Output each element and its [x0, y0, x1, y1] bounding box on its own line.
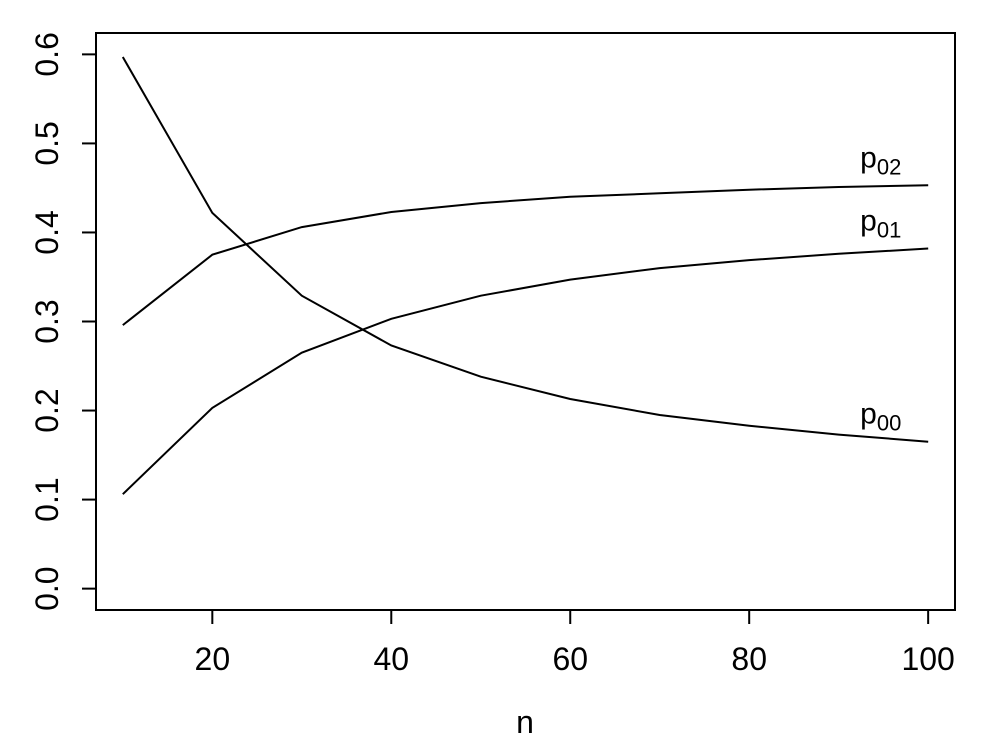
series-label-subscript: 02	[877, 154, 901, 179]
series-line-p02	[122, 184, 929, 326]
series-label-subscript: 01	[877, 217, 901, 242]
x-tick-label: 80	[731, 641, 767, 677]
series-label-main: p	[860, 141, 877, 174]
series-label-p02: p02	[860, 141, 901, 179]
x-axis: 20 40 60 80 100	[195, 610, 955, 677]
series-label-p01: p01	[860, 204, 901, 242]
x-axis-label: n	[516, 704, 534, 739]
series-label-main: p	[860, 204, 877, 237]
y-tick-label: 0.3	[29, 299, 65, 343]
y-tick-label: 0.5	[29, 121, 65, 165]
series-line-p00	[121, 56, 929, 443]
y-tick-label: 0.6	[29, 32, 65, 76]
series-label-p00: p00	[860, 398, 901, 436]
series-lines	[121, 56, 929, 495]
series-line-p01	[122, 247, 929, 495]
series-label-subscript: 00	[877, 411, 901, 436]
series-label-main: p	[860, 398, 877, 431]
y-tick-label: 0.1	[29, 477, 65, 521]
x-tick-label: 20	[195, 641, 231, 677]
x-tick-label: 60	[552, 641, 588, 677]
y-axis: 0.0 0.1 0.2 0.3 0.4 0.5 0.6	[29, 32, 96, 611]
x-tick-label: 40	[373, 641, 409, 677]
plot-frame	[95, 32, 956, 611]
x-tick-label: 100	[901, 641, 954, 677]
y-tick-label: 0.4	[29, 210, 65, 254]
y-tick-label: 0.0	[29, 566, 65, 610]
y-tick-label: 0.2	[29, 388, 65, 432]
